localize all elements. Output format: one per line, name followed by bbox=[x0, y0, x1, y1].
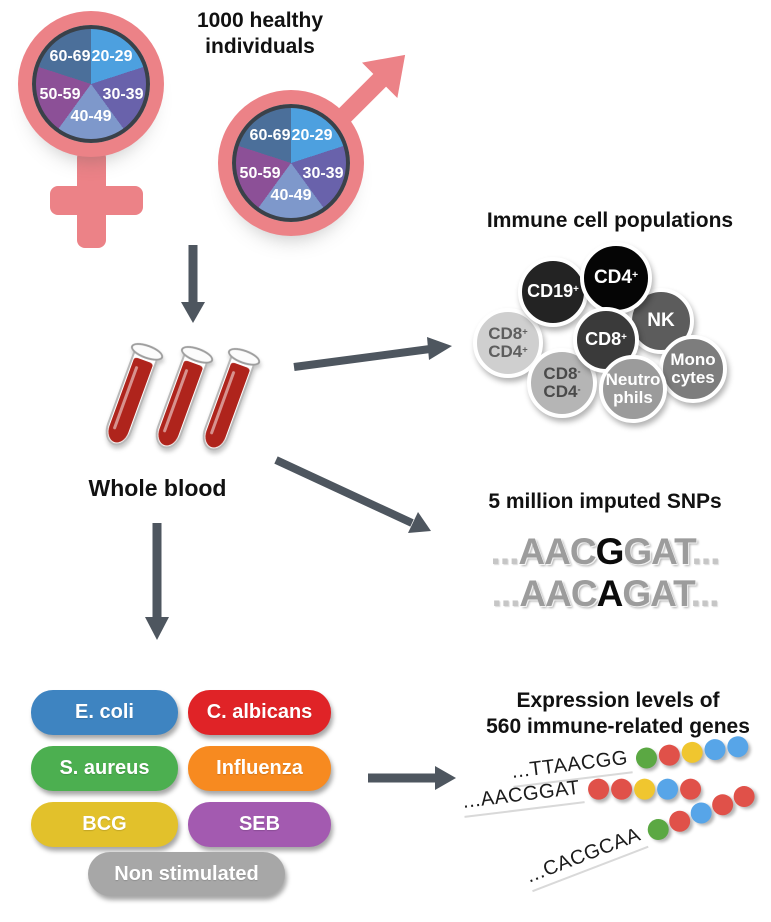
arrow-blood-to-stimulation-icon bbox=[145, 523, 169, 640]
expression-dot bbox=[657, 743, 681, 767]
stimulus-non-stimulated: Non stimulated bbox=[88, 852, 285, 896]
expression-dot bbox=[680, 740, 704, 765]
expression-dot bbox=[725, 735, 750, 759]
expression-dot bbox=[730, 783, 758, 811]
male-age-pie: 20-29 30-39 40-49 50-59 60-69 bbox=[232, 104, 350, 222]
expression-dot bbox=[687, 799, 715, 827]
male-symbol-arrow-icon bbox=[326, 37, 423, 134]
expression-dot bbox=[634, 746, 659, 770]
expression-dot bbox=[657, 778, 679, 800]
expression-heading: Expression levels of 560 immune-related … bbox=[486, 689, 750, 738]
stimulus-s-aureus: S. aureus bbox=[31, 746, 178, 791]
age-slice-label: 20-29 bbox=[291, 127, 333, 144]
whole-blood-label: Whole blood bbox=[88, 475, 227, 501]
cell-population-cd8neg-cd4neg: CD8- CD4- bbox=[527, 348, 597, 418]
female-symbol-cross-horizontal bbox=[50, 186, 143, 215]
cell-population-monocytes: Mono cytes bbox=[659, 335, 727, 403]
expression-dot bbox=[665, 807, 693, 835]
snps-heading: 5 million imputed SNPs bbox=[488, 490, 722, 513]
cell-population-neutrophils: Neutro phils bbox=[599, 355, 667, 423]
expression-dot bbox=[588, 778, 610, 800]
stimulus-bcg: BCG bbox=[31, 802, 178, 847]
snp-sequence-reference: ...AACGGAT... bbox=[490, 531, 721, 572]
immune-cells-heading: Immune cell populations bbox=[486, 209, 734, 232]
snp-variant-letter: G bbox=[595, 531, 625, 572]
expression-dot bbox=[703, 737, 727, 762]
arrow-stimulation-to-expression-icon bbox=[368, 766, 456, 790]
expression-dot bbox=[634, 778, 656, 800]
stimulus-c-albicans: C. albicans bbox=[188, 690, 331, 735]
expression-dot bbox=[644, 816, 672, 844]
expression-dot bbox=[680, 778, 702, 800]
age-slice-label: 30-39 bbox=[102, 86, 144, 103]
female-age-pie: 20-29 30-39 40-49 50-59 60-69 bbox=[32, 25, 150, 143]
age-slice-label: 30-39 bbox=[302, 165, 344, 182]
age-slice-label: 40-49 bbox=[70, 108, 112, 125]
cell-population-cd4: CD4+ bbox=[580, 242, 652, 314]
age-slice-label: 60-69 bbox=[49, 48, 91, 65]
age-slice-label: 60-69 bbox=[249, 127, 291, 144]
age-slice-label: 50-59 bbox=[39, 86, 81, 103]
gene-sequence: ...CACGCAA bbox=[523, 822, 649, 893]
snp-sequence-alternate: ...AACAGAT... bbox=[491, 573, 720, 614]
arrow-individuals-to-blood-icon bbox=[181, 245, 205, 323]
expression-dot bbox=[708, 791, 736, 819]
stimulus-influenza: Influenza bbox=[188, 746, 331, 791]
gene-sequence: ...AACGGAT bbox=[461, 776, 585, 818]
expression-dot bbox=[611, 778, 633, 800]
arrow-blood-to-snps-icon bbox=[274, 456, 431, 533]
female-symbol-cross-vertical bbox=[77, 150, 106, 248]
stimulus-e-coli: E. coli bbox=[31, 690, 178, 735]
snp-variant-letter: A bbox=[596, 573, 624, 614]
age-slice-label: 50-59 bbox=[239, 165, 281, 182]
age-slice-label: 20-29 bbox=[91, 48, 133, 65]
cell-population-cd19: CD19+ bbox=[518, 257, 588, 327]
stimulus-seb: SEB bbox=[188, 802, 331, 847]
age-slice-label: 40-49 bbox=[270, 187, 312, 204]
arrow-blood-to-immune-cells-icon bbox=[293, 337, 452, 371]
cohort-heading: 1000 healthy individuals bbox=[196, 9, 324, 58]
